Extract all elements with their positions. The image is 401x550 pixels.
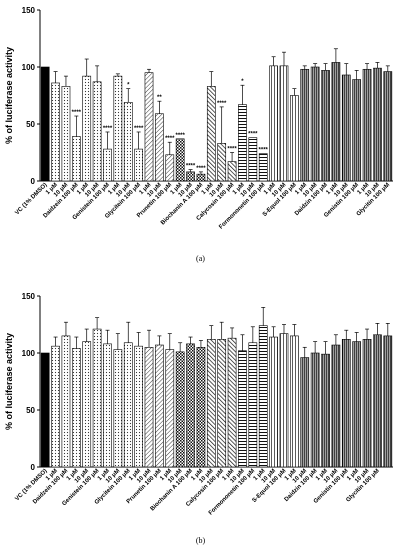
significance-label: **** [259, 148, 269, 154]
bar [383, 335, 393, 468]
bar [71, 136, 81, 182]
bar [82, 341, 92, 468]
bar [61, 335, 71, 468]
bar [300, 357, 310, 468]
bar [269, 65, 278, 182]
bar [310, 352, 320, 468]
bar [279, 65, 289, 182]
chart-panel-a: 0 50 100 150% of luciferase activity **** ***… [0, 0, 401, 268]
significance-label: **** [248, 132, 258, 138]
bar [103, 148, 112, 182]
bar [196, 347, 206, 468]
bar [217, 339, 227, 468]
bar [186, 171, 195, 182]
significance-label: **** [103, 126, 113, 132]
bar [227, 337, 237, 468]
bar [113, 75, 123, 182]
panel-label-b: (b) [195, 536, 206, 545]
bar [134, 148, 143, 182]
bar [92, 81, 102, 182]
y-tick-label: 0 [31, 177, 36, 186]
bar [134, 345, 143, 468]
bar [61, 86, 71, 182]
x-tick-label: VC (1% DMSO) [14, 182, 48, 216]
bar [196, 173, 206, 182]
bar [269, 336, 278, 468]
bar [186, 343, 195, 468]
y-tick-label: 150 [22, 292, 36, 301]
bar [71, 348, 81, 468]
bar [82, 75, 92, 182]
chart-panel-b: 0 50 100 150% of luciferase activity VC (1% … [0, 278, 401, 550]
bar [310, 66, 320, 182]
bar [113, 349, 123, 468]
bar [248, 137, 258, 182]
bar [321, 353, 330, 468]
bar [217, 143, 227, 182]
bar [92, 328, 102, 468]
significance-label: **** [72, 110, 82, 116]
y-tick-label: 50 [26, 120, 35, 129]
bar [331, 62, 341, 182]
significance-label: * [127, 83, 130, 89]
bar [165, 154, 175, 182]
bar [352, 79, 362, 182]
bar [290, 95, 299, 182]
bar [175, 138, 185, 182]
significance-label: **** [186, 164, 196, 170]
bar [206, 86, 216, 182]
y-axis-title: % of luciferase activity [4, 333, 14, 430]
bar [352, 341, 362, 468]
y-tick-label: 50 [26, 406, 35, 415]
bar [383, 71, 393, 182]
bar [40, 66, 50, 182]
bar [300, 68, 310, 182]
bar [238, 350, 247, 468]
bar [175, 351, 185, 468]
bar [238, 104, 247, 182]
bar [258, 325, 268, 468]
significance-label: **** [175, 133, 185, 139]
bar [258, 153, 268, 182]
bar [321, 70, 330, 182]
significance-label: **** [196, 166, 206, 172]
significance-label: ** [157, 95, 162, 101]
bar [341, 339, 351, 468]
bar [362, 68, 372, 182]
bar [341, 74, 351, 182]
bar [227, 161, 237, 182]
bar [123, 342, 133, 468]
significance-label: **** [227, 147, 237, 153]
bar [290, 335, 299, 468]
bar [279, 333, 289, 468]
bar [165, 349, 175, 468]
bar [144, 347, 154, 468]
bar [362, 339, 372, 468]
y-tick-label: 150 [22, 6, 36, 15]
bar [248, 342, 258, 468]
significance-label: **** [134, 126, 144, 132]
bar [40, 352, 50, 468]
significance-label: * [241, 79, 244, 85]
y-tick-label: 100 [22, 349, 36, 358]
bar [123, 102, 133, 182]
bar [331, 344, 341, 468]
bar [373, 334, 382, 468]
y-tick-label: 0 [31, 463, 36, 472]
significance-label: **** [165, 136, 175, 142]
bar [144, 72, 154, 182]
bar [51, 345, 60, 468]
significance-label: **** [217, 101, 227, 107]
panel-label-a: (a) [196, 254, 205, 263]
bar [206, 339, 216, 468]
bar [155, 113, 164, 182]
bar [155, 344, 164, 468]
bar [373, 67, 382, 182]
y-tick-label: 100 [22, 63, 36, 72]
bar [103, 343, 112, 468]
bar [51, 82, 60, 182]
y-axis-title: % of luciferase activity [4, 47, 14, 144]
